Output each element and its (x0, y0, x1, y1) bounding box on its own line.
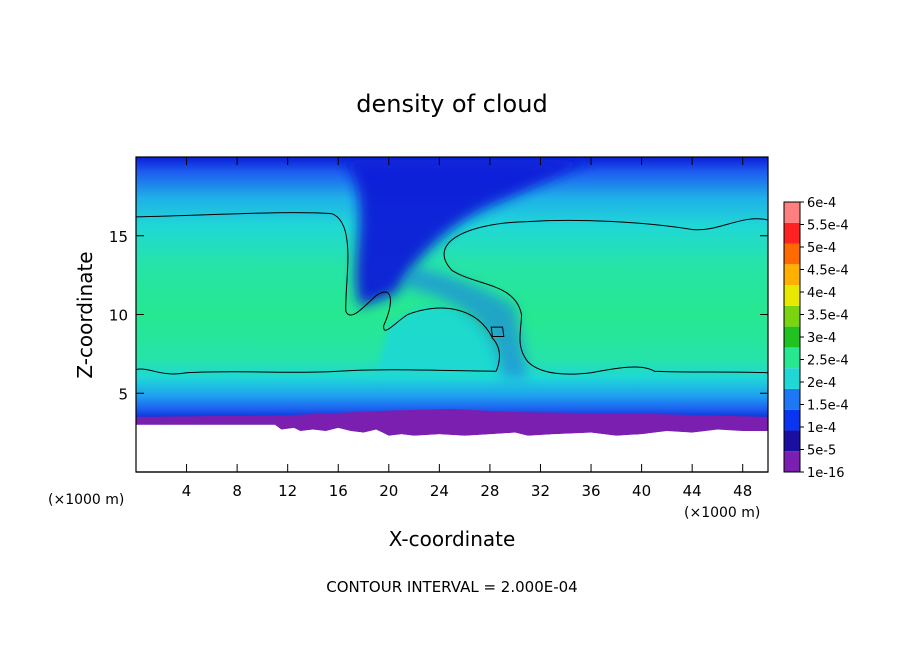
colorbar-swatch (784, 451, 800, 472)
colorbar-swatch (784, 202, 800, 223)
colorbar-label: 1.5e-4 (807, 399, 849, 414)
x-tick-label: 40 (632, 482, 651, 500)
colorbar-swatch (784, 285, 800, 306)
colorbar-label: 1e-4 (807, 421, 836, 436)
x-tick-label: 24 (430, 482, 449, 500)
colorbar-label: 3e-4 (807, 331, 836, 346)
contour-left-base (136, 368, 497, 375)
x-axis-label: X-coordinate (389, 527, 516, 551)
x-tick-label: 48 (733, 482, 752, 500)
surface-layer (136, 409, 768, 436)
colorbar-label: 5e-5 (807, 444, 836, 459)
gap-cyan-region (376, 306, 501, 374)
x-tick-label: 32 (531, 482, 550, 500)
colorbar-label: 6e-4 (807, 196, 836, 211)
colorbar-swatch (784, 409, 800, 431)
gap-streak (401, 267, 528, 378)
colorbar-label: 3.5e-4 (807, 309, 849, 324)
colorbar-swatch (784, 430, 800, 452)
downdraft-plume (344, 160, 592, 307)
x-axis: 4 8 12 16 20 24 28 32 36 40 44 48 (136, 157, 768, 500)
colorbar-label: 5.5e-4 (807, 219, 849, 234)
contour-left (136, 212, 501, 372)
contour-interval-note: CONTOUR INTERVAL = 2.000E-04 (326, 578, 577, 596)
x-tick-label: 8 (232, 482, 242, 500)
contour-right (443, 218, 768, 375)
colorbar-swatch (784, 347, 800, 369)
x-tick-label: 16 (329, 482, 348, 500)
colorbar-swatch (784, 243, 800, 265)
y-tick-label: 10 (109, 307, 128, 325)
y-axis-label: Z-coordinate (73, 251, 97, 378)
x-unit-right: (×1000 m) (684, 505, 760, 521)
x-tick-label: 28 (480, 482, 499, 500)
colorbar-label: 4e-4 (807, 286, 836, 301)
x-unit-left: (×1000 m) (48, 492, 124, 508)
y-tick-label: 5 (118, 385, 128, 403)
x-tick-label: 12 (278, 482, 297, 500)
colorbar-swatch (784, 326, 800, 348)
colorbar-swatch (784, 264, 800, 286)
x-tick-label: 36 (581, 482, 600, 500)
colorbar-label: 2.5e-4 (807, 354, 849, 369)
x-tick-label: 4 (182, 482, 192, 500)
colorbar-swatch (784, 305, 800, 327)
y-axis: 5 10 15 (109, 228, 768, 403)
chart-title: density of cloud (356, 90, 547, 118)
density-field (136, 157, 768, 472)
colorbar-swatch (784, 368, 800, 389)
contour-islet (490, 326, 505, 338)
colorbar: 1e-16 5e-5 1e-4 1.5e-4 2e-4 2.5e-4 3e-4 3.5e-4 4… (783, 196, 849, 481)
ground-region (136, 424, 768, 472)
x-tick-label: 44 (683, 482, 702, 500)
colorbar-swatch (784, 388, 800, 410)
x-tick-label: 20 (379, 482, 398, 500)
colorbar-label: 5e-4 (807, 241, 836, 256)
colorbar-label: 2e-4 (807, 376, 836, 391)
colorbar-label: 1e-16 (807, 466, 845, 481)
colorbar-swatch (784, 222, 800, 244)
y-tick-label: 15 (109, 228, 128, 246)
colorbar-label: 4.5e-4 (807, 264, 849, 279)
